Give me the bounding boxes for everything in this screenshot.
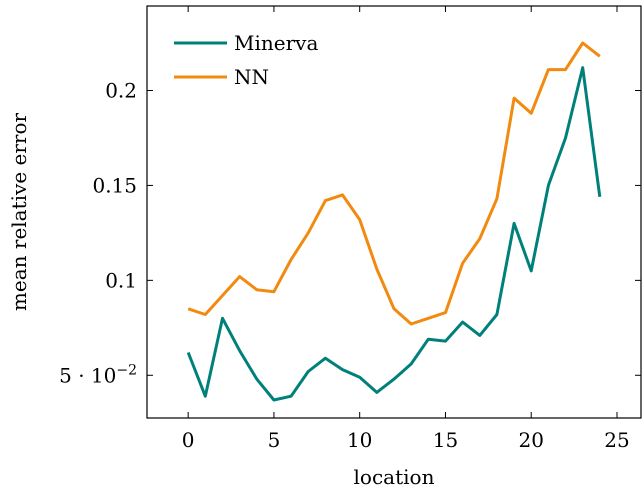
plot-frame	[146, 5, 642, 419]
legend-label-nn: NN	[234, 65, 269, 89]
x-axis: 0 5 10 15 20 25	[182, 6, 630, 452]
y-tick-label: 0.2	[105, 78, 137, 102]
y-tick-label: 0.15	[92, 173, 137, 197]
series-line-nn	[187, 41, 601, 326]
x-tick-label: 0	[182, 428, 195, 452]
series-line-minerva	[186, 66, 602, 402]
x-tick-label: 10	[347, 428, 372, 452]
y-tick-label: 5 · 10−2	[59, 362, 137, 387]
y-tick-label: 0.1	[105, 268, 137, 292]
legend: Minerva NN	[174, 31, 318, 89]
x-axis-label: location	[354, 465, 435, 489]
x-tick-label: 20	[518, 428, 543, 452]
series-layer	[186, 41, 602, 402]
y-axis: 5 · 10−2 0.1 0.15 0.2	[59, 78, 641, 387]
y-axis-label: mean relative error	[7, 112, 31, 311]
x-tick-label: 15	[433, 428, 458, 452]
x-tick-label: 5	[268, 428, 281, 452]
x-tick-label: 25	[604, 428, 629, 452]
legend-label-minerva: Minerva	[234, 31, 318, 55]
